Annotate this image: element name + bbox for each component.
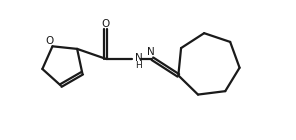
Text: N: N [135, 52, 143, 63]
Text: O: O [45, 36, 54, 46]
Text: H: H [135, 61, 142, 70]
Text: O: O [102, 19, 110, 29]
Text: N: N [147, 47, 155, 57]
